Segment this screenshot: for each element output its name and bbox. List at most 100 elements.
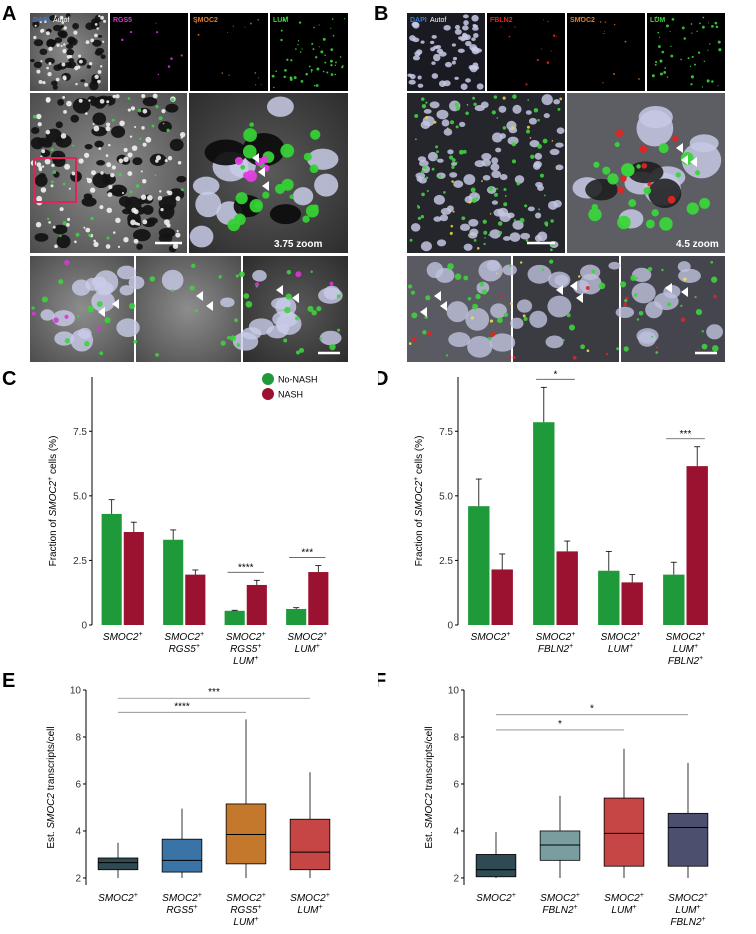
fluorescence-spot [490,331,496,337]
cell-nucleus [158,227,176,239]
fluorescence-spot [189,285,195,291]
fluorescence-spot [46,66,49,70]
cell-nucleus [33,39,44,47]
fluorescence-spot [130,106,136,111]
fluorescence-spot [425,295,431,301]
fluorescence-spot [68,187,71,190]
fluorescence-spot [180,54,183,57]
cell-nucleus [80,79,86,83]
cell-nucleus [449,172,458,178]
fluorescence-spot [318,46,320,48]
fluorescence-spot [243,128,257,142]
fluorescence-spot [140,170,143,173]
box [539,830,581,861]
fluorescence-spot [84,82,89,87]
cell-nucleus [469,65,478,73]
fluorescence-spot [38,79,43,84]
fluorescence-spot [167,190,173,196]
cell-nucleus [573,280,590,294]
cell-nucleus [64,62,73,68]
cell-nucleus [636,328,659,344]
fluorescence-spot [123,147,128,152]
fluorescence-spot [622,164,635,177]
fluorescence-spot [496,317,503,324]
cell-nucleus [454,24,461,30]
fluorescence-spot [647,266,653,272]
fluorescence-spot [474,194,477,197]
fluorescence-spot [227,335,231,340]
fluorescence-spot [59,15,64,20]
panel-a-tile-lum [270,13,348,91]
zoom-region-box [33,157,77,203]
fluorescence-spot [585,285,590,290]
cell-nucleus [580,264,601,280]
fluorescence-spot [31,311,36,316]
fluorescence-spot [643,186,652,195]
cell-nucleus [554,274,569,286]
cell-nucleus [189,225,214,248]
cell-nucleus [92,172,111,189]
cell-nucleus [110,125,126,138]
fluorescence-spot [706,79,710,83]
fluorescence-spot [60,133,67,139]
fluorescence-spot [54,244,58,249]
fluorescence-spot [483,230,488,235]
panel-a-channel-strip: DAPI Autof RGS5 SMOC2 LUM [30,13,348,91]
cell-nucleus [161,269,184,291]
fluorescence-spot [537,118,540,122]
fluorescence-spot [257,77,259,79]
fluorescence-spot [284,69,287,72]
fluorescence-spot [170,97,175,102]
fluorescence-spot [118,172,122,177]
fluorescence-spot [638,78,640,80]
fluorescence-spot [330,59,333,63]
cell-nucleus [220,297,235,308]
cell-nucleus [292,187,314,206]
fluorescence-spot [36,195,43,202]
cell-nucleus [508,126,518,134]
cell-nucleus [678,268,701,283]
cell-nucleus [465,307,490,331]
cell-nucleus [648,178,682,209]
channel-label-smoc2: SMOC2 [193,17,218,24]
x-tick-label: LUM+ [233,655,258,665]
fluorescence-spot [117,245,121,249]
fluorescence-spot [670,45,672,47]
panel-b-tile-smoc2 [567,13,645,91]
arrowhead-marker [690,157,697,167]
fluorescence-spot [155,22,157,24]
fluorescence-spot [562,339,565,342]
bar-no-nash [163,539,184,625]
cell-nucleus [409,73,416,80]
fluorescence-spot [78,98,83,103]
channel-label-autof: Autof [430,17,446,24]
fluorescence-spot [525,83,528,86]
fluorescence-spot [687,57,690,60]
y-tick-label: 8 [453,732,459,743]
fluorescence-spot [316,67,320,71]
fluorescence-spot [118,158,124,164]
cell-nucleus [443,128,453,136]
cell-nucleus [252,270,267,282]
fluorescence-spot [255,84,257,86]
fluorescence-spot [433,120,437,124]
fluorescence-spot [154,174,157,177]
significance-label: *** [208,687,220,698]
fluorescence-spot [438,174,442,178]
fluorescence-spot [130,219,136,226]
fluorescence-spot [295,271,302,278]
fluorescence-spot [133,209,139,215]
x-tick-label: SMOC2+ [668,892,708,904]
fluorescence-spot [77,65,81,69]
fluorescence-spot [330,73,334,76]
fluorescence-spot [658,143,669,154]
fluorescence-spot [179,131,186,138]
fluorescence-spot [559,97,563,101]
fluorescence-spot [281,178,294,191]
fluorescence-spot [41,149,46,154]
fluorescence-spot [502,126,507,130]
fluorescence-spot [45,31,50,36]
cell-nucleus [40,309,55,321]
cell-nucleus [443,24,451,31]
fluorescence-spot [129,135,133,138]
